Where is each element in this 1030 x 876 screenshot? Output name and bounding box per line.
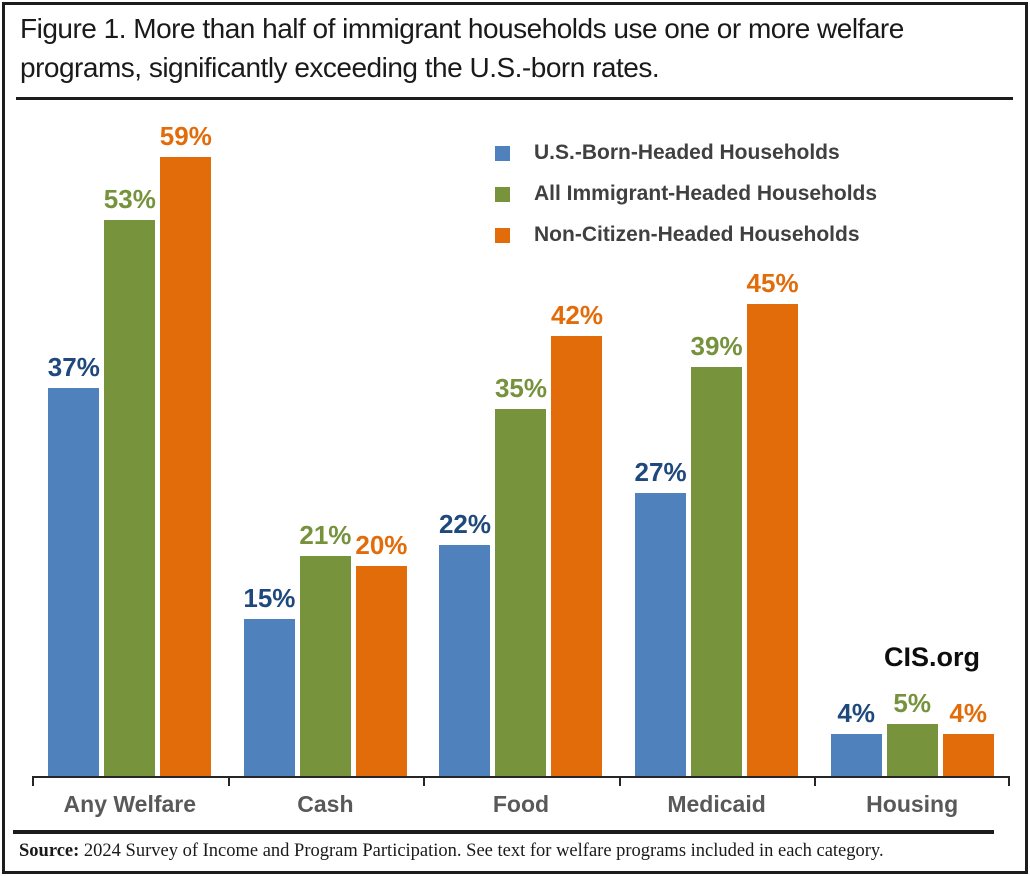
bar: 45%	[747, 268, 799, 776]
bar: 27%	[635, 457, 687, 776]
legend-swatch-icon	[495, 227, 510, 243]
bar: 42%	[551, 300, 603, 776]
bar: 4%	[830, 698, 882, 776]
legend-item: Non-Citizen-Headed Households	[495, 223, 877, 247]
legend-swatch-icon	[495, 145, 510, 161]
bar: 5%	[886, 688, 938, 776]
legend-item: All Immigrant-Headed Households	[495, 182, 877, 206]
legend-item: U.S.-Born-Headed Households	[495, 141, 877, 165]
bar: 20%	[355, 530, 407, 776]
bar-chart: 37% 53% 59% 15% 21% 20% 22% 35% 42% 27% 39% 45% 4% 5%…	[32, 105, 1010, 786]
x-axis-tick	[227, 778, 230, 786]
legend-label: Non-Citizen-Headed Households	[534, 223, 860, 246]
bar: 53%	[104, 184, 156, 776]
bar-value-label: 22%	[438, 509, 492, 539]
bar: 39%	[691, 331, 743, 776]
bar: 15%	[243, 583, 295, 776]
bar-value-label: 21%	[299, 520, 352, 550]
category-label: Housing	[866, 791, 959, 817]
x-axis-tick	[814, 778, 817, 786]
bar-value-label: 53%	[103, 184, 156, 214]
x-axis-category-labels: Any Welfare Cash Food Medicaid Housing	[32, 791, 1010, 818]
bar-group-any-welfare: 37% 53% 59%	[32, 105, 228, 776]
figure-title: Figure 1. More than half of immigrant ho…	[20, 13, 904, 83]
bar-value-label: 27%	[634, 457, 687, 487]
bar-group-housing: 4% 5% 4%	[814, 105, 1010, 776]
plot-area: 37% 53% 59% 15% 21% 20% 22% 35% 42% 27% 39% 45% 4% 5%…	[32, 105, 1010, 778]
bar-group-cash: 15% 21% 20%	[228, 105, 424, 776]
bar: 4%	[942, 698, 994, 776]
legend-label: All Immigrant-Headed Households	[534, 182, 878, 205]
bar-group-medicaid: 27% 39% 45%	[619, 105, 815, 776]
bar-value-label: 4%	[949, 698, 987, 728]
bar: 35%	[495, 373, 547, 776]
bar-value-label: 37%	[47, 352, 100, 382]
bar: 37%	[48, 352, 100, 776]
source-text: 2024 Survey of Income and Program Partic…	[79, 841, 884, 861]
title-divider	[16, 97, 1013, 100]
category-label: Any Welfare	[63, 791, 197, 817]
x-axis-tick	[423, 778, 426, 786]
bar-value-label: 15%	[243, 583, 296, 613]
bar-value-label: 4%	[837, 698, 875, 728]
legend-swatch-icon	[495, 186, 510, 202]
bar-value-label: 42%	[550, 300, 604, 330]
category-label: Medicaid	[667, 791, 766, 817]
source-label: Source:	[19, 841, 80, 861]
source-note: Source: 2024 Survey of Income and Progra…	[19, 841, 1009, 862]
bar: 22%	[439, 509, 491, 776]
legend-label: U.S.-Born-Headed Households	[534, 141, 840, 164]
x-axis-tick	[618, 778, 621, 786]
bar: 59%	[160, 121, 212, 776]
bar-value-label: 59%	[159, 121, 212, 151]
category-label: Cash	[297, 791, 354, 817]
bar-value-label: 39%	[690, 331, 743, 361]
category-label: Food	[492, 791, 550, 817]
bar-group-food: 22% 35% 42%	[423, 105, 619, 776]
bar-value-label: 35%	[494, 373, 548, 403]
bar-value-label: 45%	[746, 268, 799, 298]
footer-divider	[13, 830, 994, 834]
chart-legend: U.S.-Born-Headed Households All Immigrant…	[495, 141, 877, 264]
x-axis-tick	[1008, 778, 1010, 786]
x-axis-tick	[32, 778, 34, 786]
bar-value-label: 5%	[893, 688, 931, 718]
bar-value-label: 20%	[355, 530, 408, 560]
bar: 21%	[299, 520, 351, 776]
watermark-cis-org: CIS.org	[883, 642, 980, 672]
